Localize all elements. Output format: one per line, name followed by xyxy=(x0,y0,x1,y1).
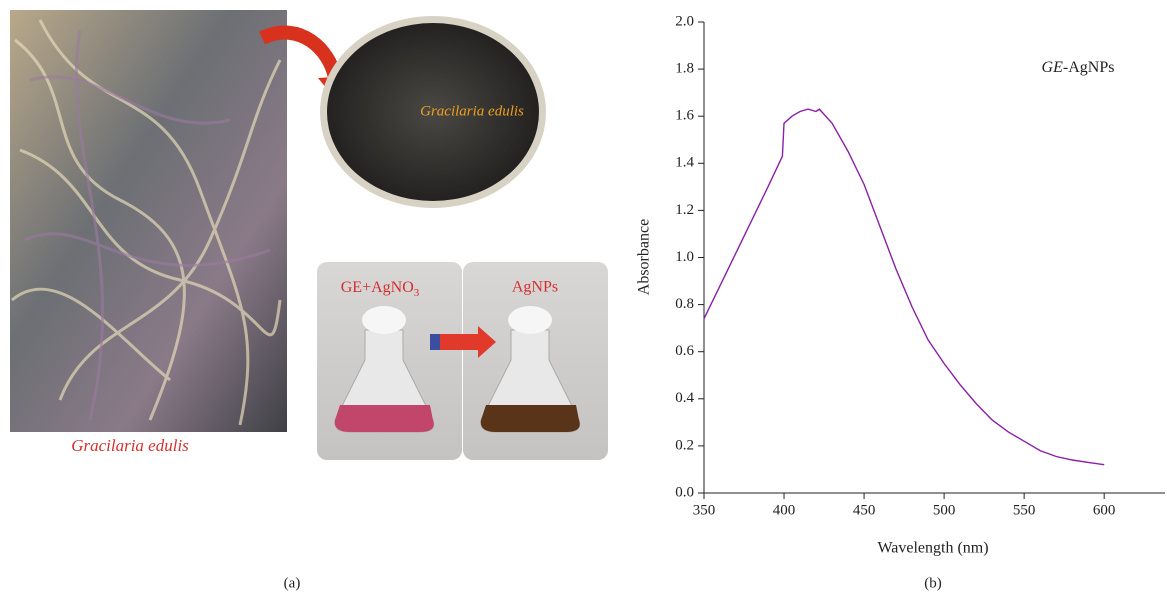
annotation-text: -AgNPs xyxy=(1063,59,1115,76)
y-tick-label: 0.4 xyxy=(675,390,694,406)
panel-label: (b) xyxy=(924,575,942,591)
x-tick-label: 550 xyxy=(1013,502,1036,518)
flask-label: GE+AgNO3 xyxy=(341,279,420,299)
y-axis-label: Absorbance xyxy=(636,219,653,295)
y-tick-label: 0.6 xyxy=(675,343,694,359)
y-tick-label: 1.4 xyxy=(675,155,694,171)
x-tick-label: 450 xyxy=(853,502,876,518)
photo-caption: Gracilaria edulis xyxy=(71,436,189,455)
annotation-italic: GE xyxy=(1042,59,1064,76)
x-tick-label: 400 xyxy=(773,502,796,518)
figure: Gracilaria edulis Gracilaria edulis GE+A… xyxy=(0,0,1167,596)
y-tick-label: 1.0 xyxy=(675,249,694,265)
flask-label: AgNPs xyxy=(512,279,558,296)
y-tick-label: 1.8 xyxy=(675,61,694,77)
flask-label-main: GE+AgNO xyxy=(341,279,414,296)
spectrum-line xyxy=(704,109,1104,465)
y-tick-label: 2.0 xyxy=(675,13,694,29)
seaweed-photo xyxy=(10,10,287,432)
y-tick-label: 1.2 xyxy=(675,202,694,218)
y-tick-label: 0.8 xyxy=(675,296,694,312)
x-tick-label: 350 xyxy=(693,502,716,518)
x-tick-label: 600 xyxy=(1093,502,1116,518)
panel-label: (a) xyxy=(284,575,301,591)
x-axis-label: Wavelength (nm) xyxy=(877,540,988,557)
powder-caption: Gracilaria edulis xyxy=(420,103,524,119)
annotation: GE-AgNPs xyxy=(1042,59,1115,76)
x-tick-label: 500 xyxy=(933,502,956,518)
flask-label-subscript: 3 xyxy=(414,287,420,299)
y-tick-label: 0.2 xyxy=(675,437,694,453)
y-tick-label: 0.0 xyxy=(675,484,694,500)
y-tick-label: 1.6 xyxy=(675,108,694,124)
